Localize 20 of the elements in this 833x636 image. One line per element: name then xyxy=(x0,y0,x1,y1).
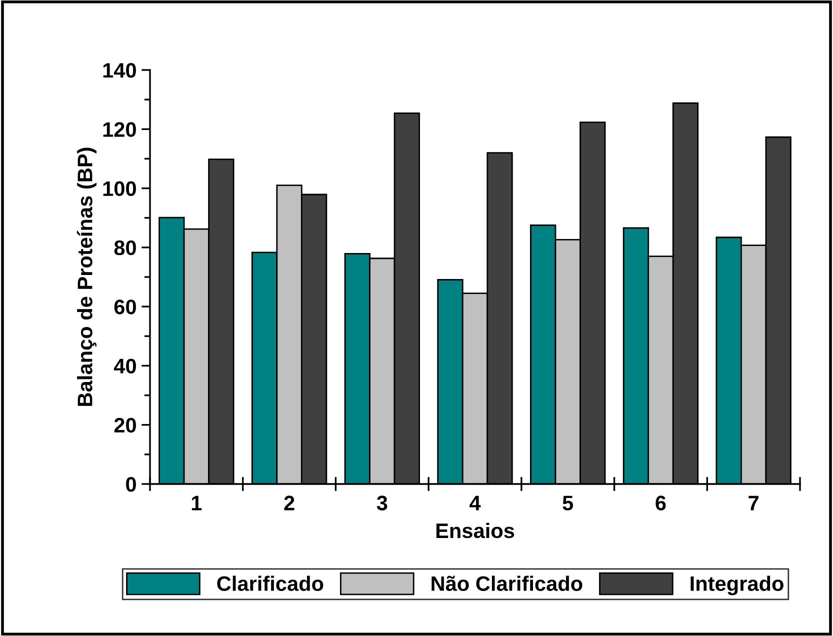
x-tick-label: 1 xyxy=(192,496,202,510)
y-tick-label: 0 xyxy=(126,477,136,492)
x-axis-title: Ensaios xyxy=(436,522,514,538)
y-tick-label: 20 xyxy=(114,418,136,433)
y-tick-label: 40 xyxy=(114,358,136,374)
y-tick-label: 60 xyxy=(114,300,136,314)
y-tick-label: 140 xyxy=(103,63,136,78)
x-tick-label: 3 xyxy=(376,496,388,510)
y-axis-title: Balanço de Proteínas (BP) xyxy=(76,148,96,406)
legend-label: Não Clarificado xyxy=(432,576,582,592)
legend-label: Integrado xyxy=(690,576,784,596)
y-tick-label: 120 xyxy=(103,122,136,137)
y-tick-label: 80 xyxy=(114,240,136,256)
x-tick-label: 4 xyxy=(470,496,481,510)
x-tick-label: 6 xyxy=(656,496,666,510)
legend-label: Clarificado xyxy=(217,576,324,592)
y-tick-label: 100 xyxy=(103,181,136,196)
x-tick-label: 5 xyxy=(562,496,574,510)
x-tick-label: 2 xyxy=(284,496,294,510)
x-tick-label: 7 xyxy=(748,496,758,510)
